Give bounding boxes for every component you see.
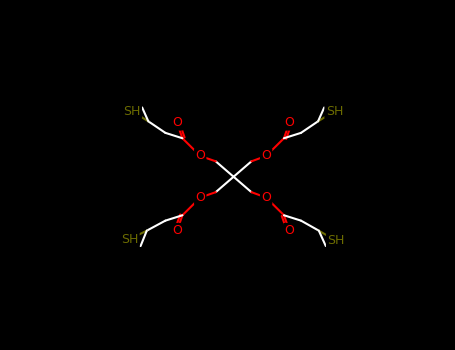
Text: O: O (172, 116, 182, 130)
Text: O: O (195, 149, 205, 162)
Text: SH: SH (327, 234, 344, 247)
Text: SH: SH (121, 233, 138, 246)
Text: O: O (195, 191, 205, 204)
Text: SH: SH (123, 105, 141, 118)
Text: O: O (261, 191, 271, 204)
Text: O: O (261, 149, 271, 162)
Text: O: O (284, 224, 294, 237)
Text: O: O (284, 116, 294, 130)
Text: O: O (172, 224, 182, 237)
Text: SH: SH (326, 105, 343, 118)
